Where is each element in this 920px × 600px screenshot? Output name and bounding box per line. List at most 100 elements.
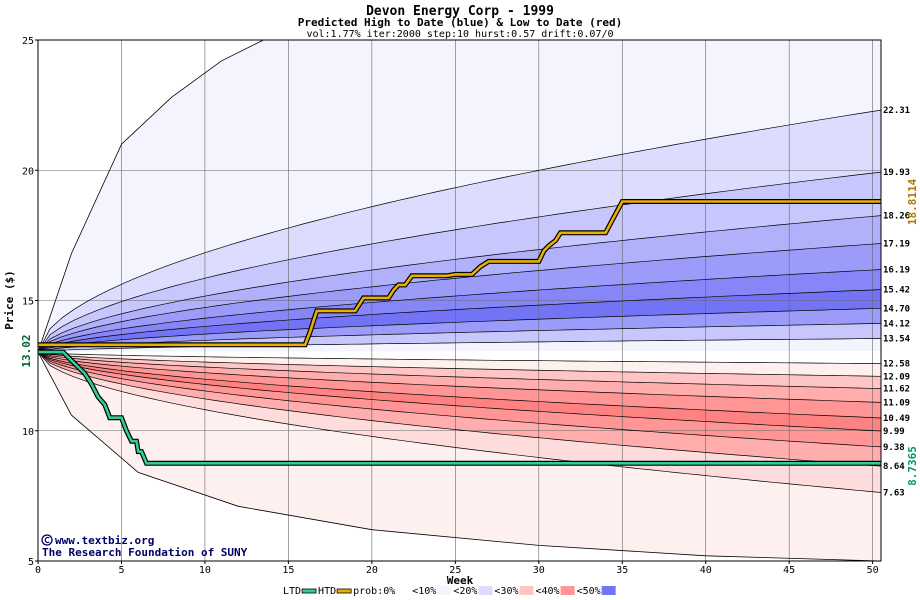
percentile-label-9.99: 9.99 <box>883 427 905 437</box>
low-extreme-line <box>37 351 882 562</box>
percentile-label-17.19: 17.19 <box>883 239 910 249</box>
low-end-label: 8.7365 <box>906 446 919 486</box>
legend-label-6: <40% <box>536 586 560 597</box>
percentile-label-13.54: 13.54 <box>883 335 911 345</box>
percentile-label-14.12: 14.12 <box>883 319 910 329</box>
legend-line-ltd <box>301 588 317 594</box>
percentile-label-7.63: 7.63 <box>883 488 905 498</box>
x-tick-label-5: 5 <box>118 565 124 576</box>
low-band-9 <box>38 352 881 561</box>
legend-label-4: <20% <box>453 586 477 597</box>
x-tick-label-15: 15 <box>282 565 294 576</box>
y-axis-label: Price ($) <box>3 270 16 330</box>
legend-label-3: <10% <box>412 586 436 597</box>
low-band-4 <box>38 352 881 418</box>
high-band-5 <box>38 269 881 353</box>
y-tick-label-5: 5 <box>28 557 34 568</box>
percentile-label-11.09: 11.09 <box>883 398 910 408</box>
high-band-6 <box>38 289 881 353</box>
low-percentile-line-10.49 <box>37 351 882 419</box>
y-tick-label-20: 20 <box>22 166 34 177</box>
low-band-8 <box>38 352 881 493</box>
percentile-label-12.58: 12.58 <box>883 360 910 370</box>
x-axis-label: Week <box>447 574 474 587</box>
low-band-6 <box>38 352 881 447</box>
high-band-2 <box>38 172 881 353</box>
high-band-0 <box>38 40 881 353</box>
percentile-label-18.26: 18.26 <box>883 212 910 222</box>
start-price-label: 13.02 <box>20 334 33 367</box>
x-tick-label-30: 30 <box>533 565 545 576</box>
y-axis-ticks: 5 10 15 20 25 <box>22 36 38 568</box>
high-percentile-line-15.42 <box>37 289 882 353</box>
x-tick-label-45: 45 <box>783 565 795 576</box>
legend-label-5: <30% <box>494 586 518 597</box>
high-extreme-line <box>37 39 264 353</box>
ltd-line <box>38 350 881 465</box>
grid <box>38 39 881 562</box>
high-outside <box>38 40 881 353</box>
y-tick-label-10: 10 <box>22 427 34 438</box>
high-percentile-line-17.19 <box>37 243 882 353</box>
high-band-7 <box>38 308 881 353</box>
x-tick-label-25: 25 <box>449 565 461 576</box>
y-tick-label-25: 25 <box>22 36 34 47</box>
high-band-9 <box>38 338 881 353</box>
low-percentile-line-12.09 <box>37 351 882 377</box>
percentile-label-12.09: 12.09 <box>883 372 910 382</box>
high-percentile-line-18.26 <box>37 215 882 353</box>
x-tick-label-40: 40 <box>700 565 712 576</box>
copyright-icon <box>41 534 53 546</box>
high-percentile-line-14.12 <box>37 323 882 353</box>
x-axis-ticks: 0 5 10 15 20 25 30 35 40 45 50 <box>35 561 879 576</box>
low-percentile-line-12.58 <box>37 351 881 364</box>
low-band-5 <box>38 352 881 431</box>
x-tick-label-10: 10 <box>199 565 211 576</box>
legend-label-0: LTD <box>283 586 301 597</box>
percentile-label-15.42: 15.42 <box>883 286 910 296</box>
low-percentile-line-11.62 <box>37 351 882 389</box>
low-percentile-line-8.64 <box>37 351 882 467</box>
chart-title: Devon Energy Corp - 1999 <box>366 4 554 19</box>
low-band-1 <box>38 352 881 377</box>
percentile-label-22.31: 22.31 <box>883 106 910 116</box>
high-percentile-line-16.19 <box>37 269 882 353</box>
legend-swatch-3 <box>437 586 452 595</box>
high-end-label: 18.8114 <box>906 178 919 225</box>
legend: LTD HTD prob:0% <10% <20% <30% <40% <50% <box>283 586 616 597</box>
legend-swatch-0 <box>396 586 411 595</box>
percentile-label-16.19: 16.19 <box>883 266 910 276</box>
percentile-lines <box>37 39 882 562</box>
chart-subtitle: Predicted High to Date (blue) & Low to D… <box>298 16 623 29</box>
credit-org: The Research Foundation of SUNY <box>42 546 248 559</box>
x-tick-label-50: 50 <box>867 565 879 576</box>
legend-label-2: prob:0% <box>353 586 395 597</box>
htd-line <box>38 200 881 347</box>
y-tick-label-15: 15 <box>22 297 34 308</box>
low-percentile-line-9.38 <box>37 351 882 448</box>
percentile-labels: 13.54 14.12 14.70 15.42 16.19 17.19 18.26 19.93… <box>883 106 911 498</box>
chart-params: vol:1.77% iter:2000 step:10 hurst:0.57 d… <box>306 29 613 40</box>
high-percentile-line-19.93 <box>37 171 882 353</box>
high-band-1 <box>38 110 881 353</box>
percentile-label-9.38: 9.38 <box>883 443 905 453</box>
credit-site: www.textbiz.org <box>55 534 154 547</box>
percentile-label-8.64: 8.64 <box>883 462 905 472</box>
price-series <box>38 199 881 466</box>
x-tick-label-0: 0 <box>35 565 41 576</box>
low-percentile-line-9.99 <box>37 351 882 432</box>
low-percentile-line-7.63 <box>37 351 882 493</box>
high-band-4 <box>38 243 881 353</box>
legend-label-7: <50% <box>577 586 601 597</box>
high-percentile-line-14.70 <box>37 307 882 353</box>
percentile-label-19.93: 19.93 <box>883 168 910 178</box>
percentile-label-10.49: 10.49 <box>883 414 910 424</box>
percentile-label-14.70: 14.70 <box>883 304 910 314</box>
legend-swatch-4 <box>478 586 493 595</box>
legend-line-htd <box>336 588 352 594</box>
low-band-7 <box>38 352 881 467</box>
x-tick-label-20: 20 <box>366 565 378 576</box>
low-percentile-line-11.09 <box>37 351 882 403</box>
high-band-3 <box>38 215 881 353</box>
